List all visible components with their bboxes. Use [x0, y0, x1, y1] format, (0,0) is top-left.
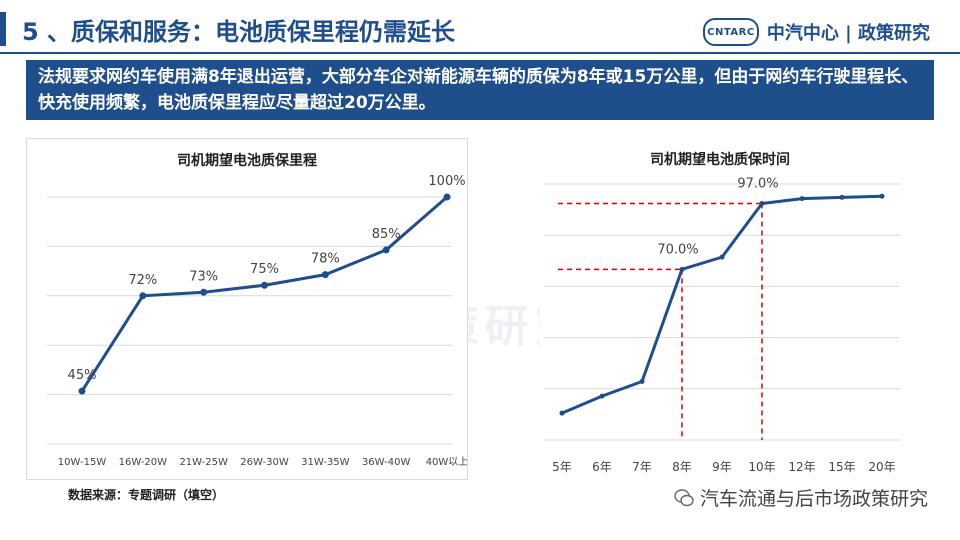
- data-point: [599, 393, 605, 399]
- data-point: [759, 201, 765, 207]
- x-tick-label: 10W-15W: [58, 457, 107, 468]
- footer-account-name: 汽车流通与后市场政策研究: [699, 488, 928, 510]
- page-title: 5 、质保和服务：电池质保里程仍需延长: [22, 18, 456, 46]
- data-label: 85%: [372, 227, 401, 242]
- x-tick-label: 10年: [748, 460, 775, 474]
- data-point: [879, 193, 885, 199]
- x-tick-label: 15年: [828, 460, 855, 474]
- chart-title: 司机期望电池质保时间: [650, 151, 790, 168]
- data-label: 100%: [428, 174, 465, 189]
- data-label: 72%: [128, 273, 157, 288]
- data-label: 73%: [189, 269, 218, 284]
- data-point: [78, 387, 86, 395]
- data-label: 75%: [250, 262, 279, 277]
- summary-banner: 法规要求网约车使用满8年退出运营，大部分车企对新能源车辆的质保为8年或15万公里…: [26, 60, 934, 120]
- header-bar: 5 、质保和服务：电池质保里程仍需延长 CNTARC 中汽中心 | 政策研究: [0, 0, 960, 56]
- series-line: [561, 194, 883, 415]
- x-tick-label: 5年: [552, 460, 572, 474]
- chart-title: 司机期望电池质保里程: [177, 152, 317, 169]
- data-point: [443, 193, 451, 201]
- x-tick-label: 26W-30W: [240, 457, 289, 468]
- chart-mileage: 司机期望电池质保里程 45% 10W-15W 72% 16W-20W 73% 21W-25W…: [47, 152, 468, 468]
- data-label: 70.0%: [657, 242, 698, 257]
- data-point: [139, 292, 147, 300]
- brand-logo-icon: CNTARC: [702, 18, 759, 46]
- chart-panel-mileage: 司机期望电池质保里程 45% 10W-15W 72% 16W-20W 73% 21W-25W…: [26, 138, 468, 480]
- x-tick-label: 7年: [632, 460, 652, 474]
- data-point: [382, 246, 390, 254]
- x-tick-label: 6年: [592, 460, 612, 474]
- x-tick-label: 8年: [672, 460, 692, 474]
- data-label: 45%: [68, 368, 97, 383]
- x-tick-label: 31W-35W: [301, 457, 350, 468]
- data-source: 数据来源：专题调研（填空）: [68, 488, 225, 502]
- data-point: [200, 288, 208, 296]
- data-point: [719, 254, 725, 260]
- header-divider: [0, 52, 960, 54]
- data-label: 78%: [311, 252, 340, 267]
- brand: CNTARC 中汽中心 | 政策研究: [702, 18, 930, 46]
- data-point: [679, 266, 685, 272]
- x-tick-label: 20年: [868, 460, 895, 474]
- wechat-icon: [674, 488, 694, 506]
- data-point: [799, 196, 805, 202]
- data-point: [839, 194, 845, 200]
- x-tick-label: 16W-20W: [119, 457, 168, 468]
- data-point: [559, 410, 565, 416]
- brand-text: 中汽中心 | 政策研究: [766, 23, 930, 44]
- footer-account: 汽车流通与后市场政策研究: [674, 484, 928, 511]
- x-tick-label: 36W-40W: [362, 457, 411, 468]
- x-tick-label: 21W-25W: [179, 457, 228, 468]
- chart-time: 司机期望电池质保时间 5年 6年 7年 8年 9年 10年 12年 15年 20年 70.0% 97.…: [544, 151, 900, 474]
- chart-panel-time: 司机期望电池质保时间 5年 6年 7年 8年 9年 10年 12年 15年 20年 70.0% 97.…: [540, 138, 904, 484]
- data-point: [639, 378, 645, 384]
- x-tick-label: 9年: [712, 460, 732, 474]
- data-point: [261, 281, 268, 289]
- x-tick-label: 40W以上: [426, 456, 467, 468]
- title-accent: [0, 12, 6, 46]
- data-point: [321, 271, 329, 279]
- x-tick-label: 12年: [788, 460, 815, 474]
- data-label: 97.0%: [737, 177, 778, 192]
